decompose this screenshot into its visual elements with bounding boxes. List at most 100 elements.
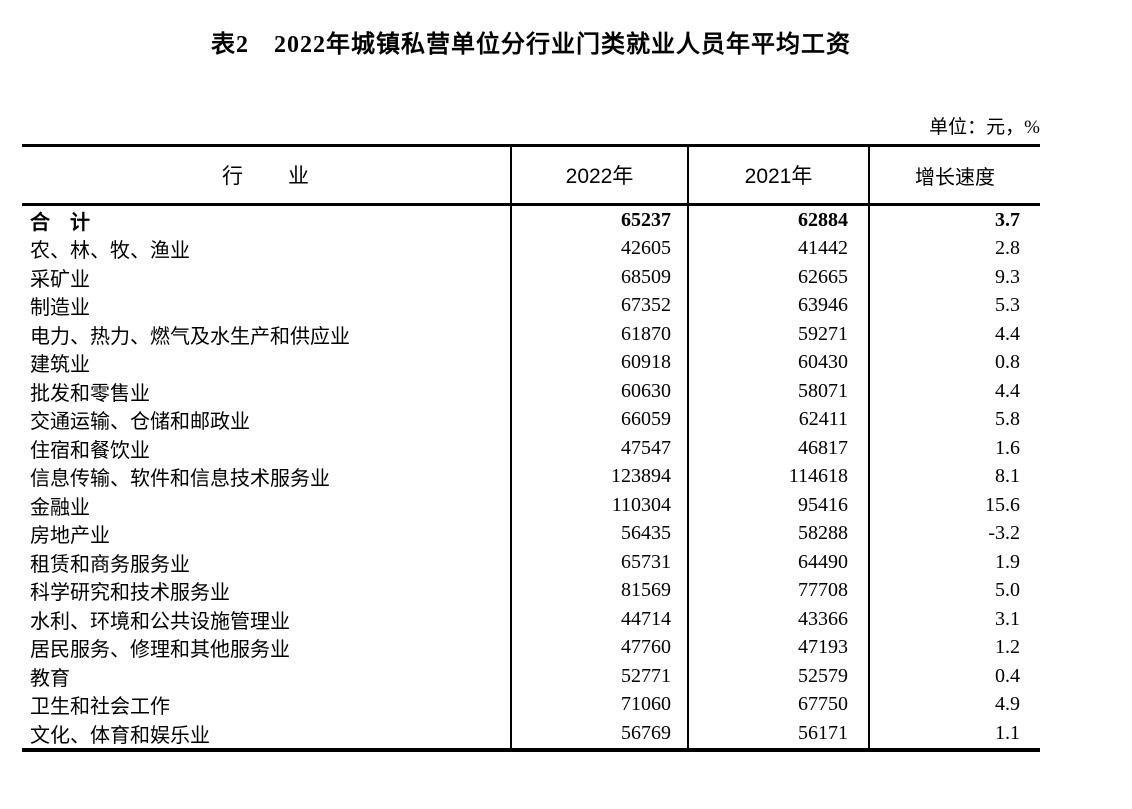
table-row: 教育 52771 52579 0.4 bbox=[22, 662, 1040, 691]
industry-cell: 租赁和商务服务业 bbox=[22, 548, 512, 577]
header-2021: 2021年 bbox=[689, 147, 870, 203]
industry-cell: 文化、体育和娱乐业 bbox=[22, 719, 512, 748]
industry-cell: 农、林、牧、渔业 bbox=[22, 234, 512, 263]
industry-cell: 制造业 bbox=[22, 291, 512, 320]
value-2021-cell: 62884 bbox=[689, 206, 870, 235]
growth-cell: 4.9 bbox=[995, 693, 1020, 716]
value-2022-cell: 66059 bbox=[512, 405, 689, 434]
value-2022-cell: 47547 bbox=[512, 434, 689, 463]
value-2021-cell: 58071 bbox=[689, 377, 870, 406]
value-2022-cell: 52771 bbox=[512, 662, 689, 691]
table-row: 电力、热力、燃气及水生产和供应业 61870 59271 4.4 bbox=[22, 320, 1040, 349]
growth-cell: 0.8 bbox=[995, 351, 1020, 374]
value-2022-cell: 81569 bbox=[512, 576, 689, 605]
value-2021-cell: 60430 bbox=[689, 348, 870, 377]
table-row: 租赁和商务服务业 65731 64490 1.9 bbox=[22, 548, 1040, 577]
growth-cell: 9.3 bbox=[995, 265, 1020, 288]
value-2022-cell: 44714 bbox=[512, 605, 689, 634]
growth-cell: 5.3 bbox=[995, 294, 1020, 317]
value-2022-cell: 110304 bbox=[512, 491, 689, 520]
value-2021-cell: 114618 bbox=[689, 462, 870, 491]
industry-cell: 信息传输、软件和信息技术服务业 bbox=[22, 462, 512, 491]
table-row: 居民服务、修理和其他服务业 47760 47193 1.2 bbox=[22, 633, 1040, 662]
table-row: 农、林、牧、渔业 42605 41442 2.8 bbox=[22, 234, 1040, 263]
growth-cell: 4.4 bbox=[995, 322, 1020, 345]
value-2022-cell: 65237 bbox=[512, 206, 689, 235]
table-body: 合 计 65237 62884 3.7 农、林、牧、渔业 42605 41442… bbox=[22, 206, 1040, 748]
wage-table: 行 业 2022年 2021年 增长速度 合 计 65237 62884 3.7… bbox=[22, 144, 1040, 752]
table-row: 金融业 110304 95416 15.6 bbox=[22, 491, 1040, 520]
value-2022-cell: 56435 bbox=[512, 519, 689, 548]
table-row: 房地产业 56435 58288 -3.2 bbox=[22, 519, 1040, 548]
growth-cell: 4.4 bbox=[995, 379, 1020, 402]
value-2021-cell: 62411 bbox=[689, 405, 870, 434]
growth-cell: 5.8 bbox=[995, 408, 1020, 431]
table-row: 批发和零售业 60630 58071 4.4 bbox=[22, 377, 1040, 406]
header-industry: 行 业 bbox=[22, 147, 512, 203]
value-2022-cell: 65731 bbox=[512, 548, 689, 577]
value-2021-cell: 46817 bbox=[689, 434, 870, 463]
value-2021-cell: 59271 bbox=[689, 320, 870, 349]
industry-cell: 批发和零售业 bbox=[22, 377, 512, 406]
page-title: 表2 2022年城镇私营单位分行业门类就业人员年平均工资 bbox=[211, 32, 851, 58]
growth-cell: 0.4 bbox=[995, 664, 1020, 687]
industry-cell: 电力、热力、燃气及水生产和供应业 bbox=[22, 320, 512, 349]
industry-cell: 合 计 bbox=[22, 206, 512, 235]
table-row: 卫生和社会工作 71060 67750 4.9 bbox=[22, 690, 1040, 719]
value-2022-cell: 71060 bbox=[512, 690, 689, 719]
growth-cell: 3.1 bbox=[995, 607, 1020, 630]
table-row: 建筑业 60918 60430 0.8 bbox=[22, 348, 1040, 377]
growth-cell: 15.6 bbox=[985, 493, 1020, 516]
industry-cell: 水利、环境和公共设施管理业 bbox=[22, 605, 512, 634]
table-row: 文化、体育和娱乐业 56769 56171 1.1 bbox=[22, 719, 1040, 748]
value-2021-cell: 95416 bbox=[689, 491, 870, 520]
table-row: 住宿和餐饮业 47547 46817 1.6 bbox=[22, 434, 1040, 463]
value-2022-cell: 60630 bbox=[512, 377, 689, 406]
table-row-total: 合 计 65237 62884 3.7 bbox=[22, 206, 1040, 235]
value-2022-cell: 42605 bbox=[512, 234, 689, 263]
industry-cell: 卫生和社会工作 bbox=[22, 690, 512, 719]
value-2021-cell: 63946 bbox=[689, 291, 870, 320]
table-row: 采矿业 68509 62665 9.3 bbox=[22, 263, 1040, 292]
growth-cell: 2.8 bbox=[995, 237, 1020, 260]
value-2021-cell: 47193 bbox=[689, 633, 870, 662]
unit-note: 单位：元，% bbox=[929, 117, 1040, 138]
value-2021-cell: 77708 bbox=[689, 576, 870, 605]
table-row: 科学研究和技术服务业 81569 77708 5.0 bbox=[22, 576, 1040, 605]
industry-cell: 采矿业 bbox=[22, 263, 512, 292]
value-2021-cell: 56171 bbox=[689, 719, 870, 748]
growth-cell: 1.1 bbox=[995, 721, 1020, 744]
table-row: 制造业 67352 63946 5.3 bbox=[22, 291, 1040, 320]
value-2022-cell: 123894 bbox=[512, 462, 689, 491]
value-2022-cell: 56769 bbox=[512, 719, 689, 748]
header-2022: 2022年 bbox=[512, 147, 689, 203]
industry-cell: 居民服务、修理和其他服务业 bbox=[22, 633, 512, 662]
table-row: 交通运输、仓储和邮政业 66059 62411 5.8 bbox=[22, 405, 1040, 434]
header-growth: 增长速度 bbox=[915, 166, 995, 189]
value-2021-cell: 64490 bbox=[689, 548, 870, 577]
industry-cell: 住宿和餐饮业 bbox=[22, 434, 512, 463]
table-row: 水利、环境和公共设施管理业 44714 43366 3.1 bbox=[22, 605, 1040, 634]
value-2022-cell: 68509 bbox=[512, 263, 689, 292]
industry-cell: 房地产业 bbox=[22, 519, 512, 548]
value-2022-cell: 67352 bbox=[512, 291, 689, 320]
industry-cell: 交通运输、仓储和邮政业 bbox=[22, 405, 512, 434]
industry-cell: 科学研究和技术服务业 bbox=[22, 576, 512, 605]
table-header-row: 行 业 2022年 2021年 增长速度 bbox=[22, 147, 1040, 206]
industry-cell: 建筑业 bbox=[22, 348, 512, 377]
value-2022-cell: 60918 bbox=[512, 348, 689, 377]
value-2021-cell: 67750 bbox=[689, 690, 870, 719]
growth-cell: 1.6 bbox=[995, 436, 1020, 459]
growth-cell: 8.1 bbox=[995, 465, 1020, 488]
growth-cell: 1.9 bbox=[995, 550, 1020, 573]
value-2022-cell: 61870 bbox=[512, 320, 689, 349]
value-2021-cell: 43366 bbox=[689, 605, 870, 634]
value-2021-cell: 41442 bbox=[689, 234, 870, 263]
table-row: 信息传输、软件和信息技术服务业 123894 114618 8.1 bbox=[22, 462, 1040, 491]
value-2021-cell: 52579 bbox=[689, 662, 870, 691]
growth-cell: -3.2 bbox=[988, 522, 1020, 545]
growth-cell: 5.0 bbox=[995, 579, 1020, 602]
industry-cell: 教育 bbox=[22, 662, 512, 691]
value-2021-cell: 62665 bbox=[689, 263, 870, 292]
